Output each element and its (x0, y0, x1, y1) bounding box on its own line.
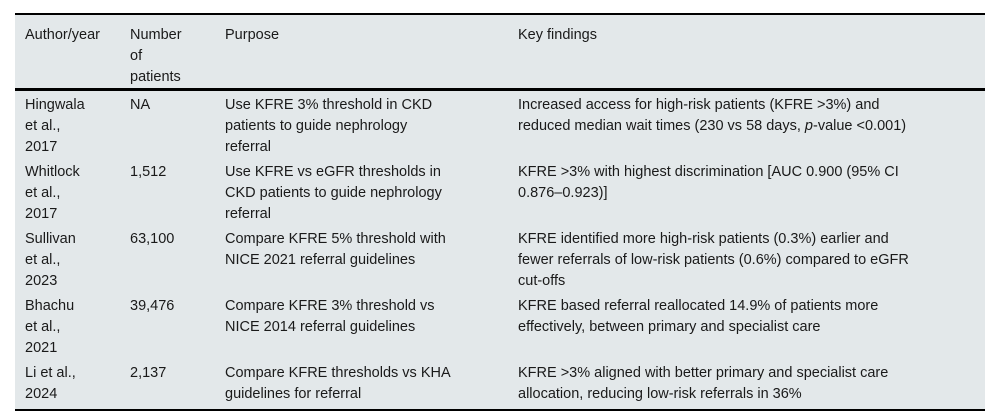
table-row: Bhachu et al., 2021 39,476 Compare KFRE … (15, 292, 985, 359)
key-findings-cell: Increased access for high-risk patients … (518, 97, 907, 134)
table-header-divider-rule (15, 88, 985, 91)
patients-count-cell: 1,512 (130, 164, 167, 180)
purpose-cell: Use KFRE 3% threshold in CKD patients to… (225, 97, 433, 155)
patients-count-cell: NA (130, 97, 151, 113)
study-summary-table: Author/year Number of patients Purpose K… (15, 13, 985, 411)
key-findings-cell: KFRE >3% aligned with better primary and… (518, 365, 889, 402)
col-header-purpose: Purpose (225, 27, 280, 43)
key-findings-cell: KFRE identified more high-risk patients … (518, 231, 909, 289)
col-header-author-year: Author/year (25, 27, 100, 43)
table-row: Sullivan et al., 2023 63,100 Compare KFR… (15, 225, 985, 292)
patients-count-cell: 63,100 (130, 231, 175, 247)
table-body: Hingwala et al., 2017 NA Use KFRE 3% thr… (15, 91, 985, 409)
purpose-cell: Compare KFRE thresholds vs KHA guideline… (225, 365, 451, 402)
purpose-cell: Compare KFRE 3% threshold vs NICE 2014 r… (225, 298, 435, 335)
author-year-cell: Sullivan et al., 2023 (25, 231, 76, 289)
table-header: Author/year Number of patients Purpose K… (15, 15, 985, 88)
purpose-cell: Use KFRE vs eGFR thresholds in CKD patie… (225, 164, 442, 222)
author-year-cell: Li et al., 2024 (25, 365, 76, 402)
key-findings-cell: KFRE >3% with highest discrimination [AU… (518, 164, 899, 201)
table-top-rule (15, 13, 985, 15)
key-findings-cell: KFRE based referral reallocated 14.9% of… (518, 298, 879, 335)
table-bottom-rule (15, 409, 985, 411)
table-row: Li et al., 2024 2,137 Compare KFRE thres… (15, 359, 985, 409)
author-year-cell: Whitlock et al., 2017 (25, 164, 80, 222)
table-header-row: Author/year Number of patients Purpose K… (15, 15, 985, 88)
col-header-key-findings: Key findings (518, 27, 597, 43)
table-row: Hingwala et al., 2017 NA Use KFRE 3% thr… (15, 91, 985, 158)
patients-count-cell: 39,476 (130, 298, 175, 314)
author-year-cell: Bhachu et al., 2021 (25, 298, 75, 356)
author-year-cell: Hingwala et al., 2017 (25, 97, 85, 155)
patients-count-cell: 2,137 (130, 365, 167, 381)
col-header-number-of-patients: Number of patients (130, 27, 182, 85)
table-row: Whitlock et al., 2017 1,512 Use KFRE vs … (15, 158, 985, 225)
purpose-cell: Compare KFRE 5% threshold with NICE 2021… (225, 231, 446, 268)
